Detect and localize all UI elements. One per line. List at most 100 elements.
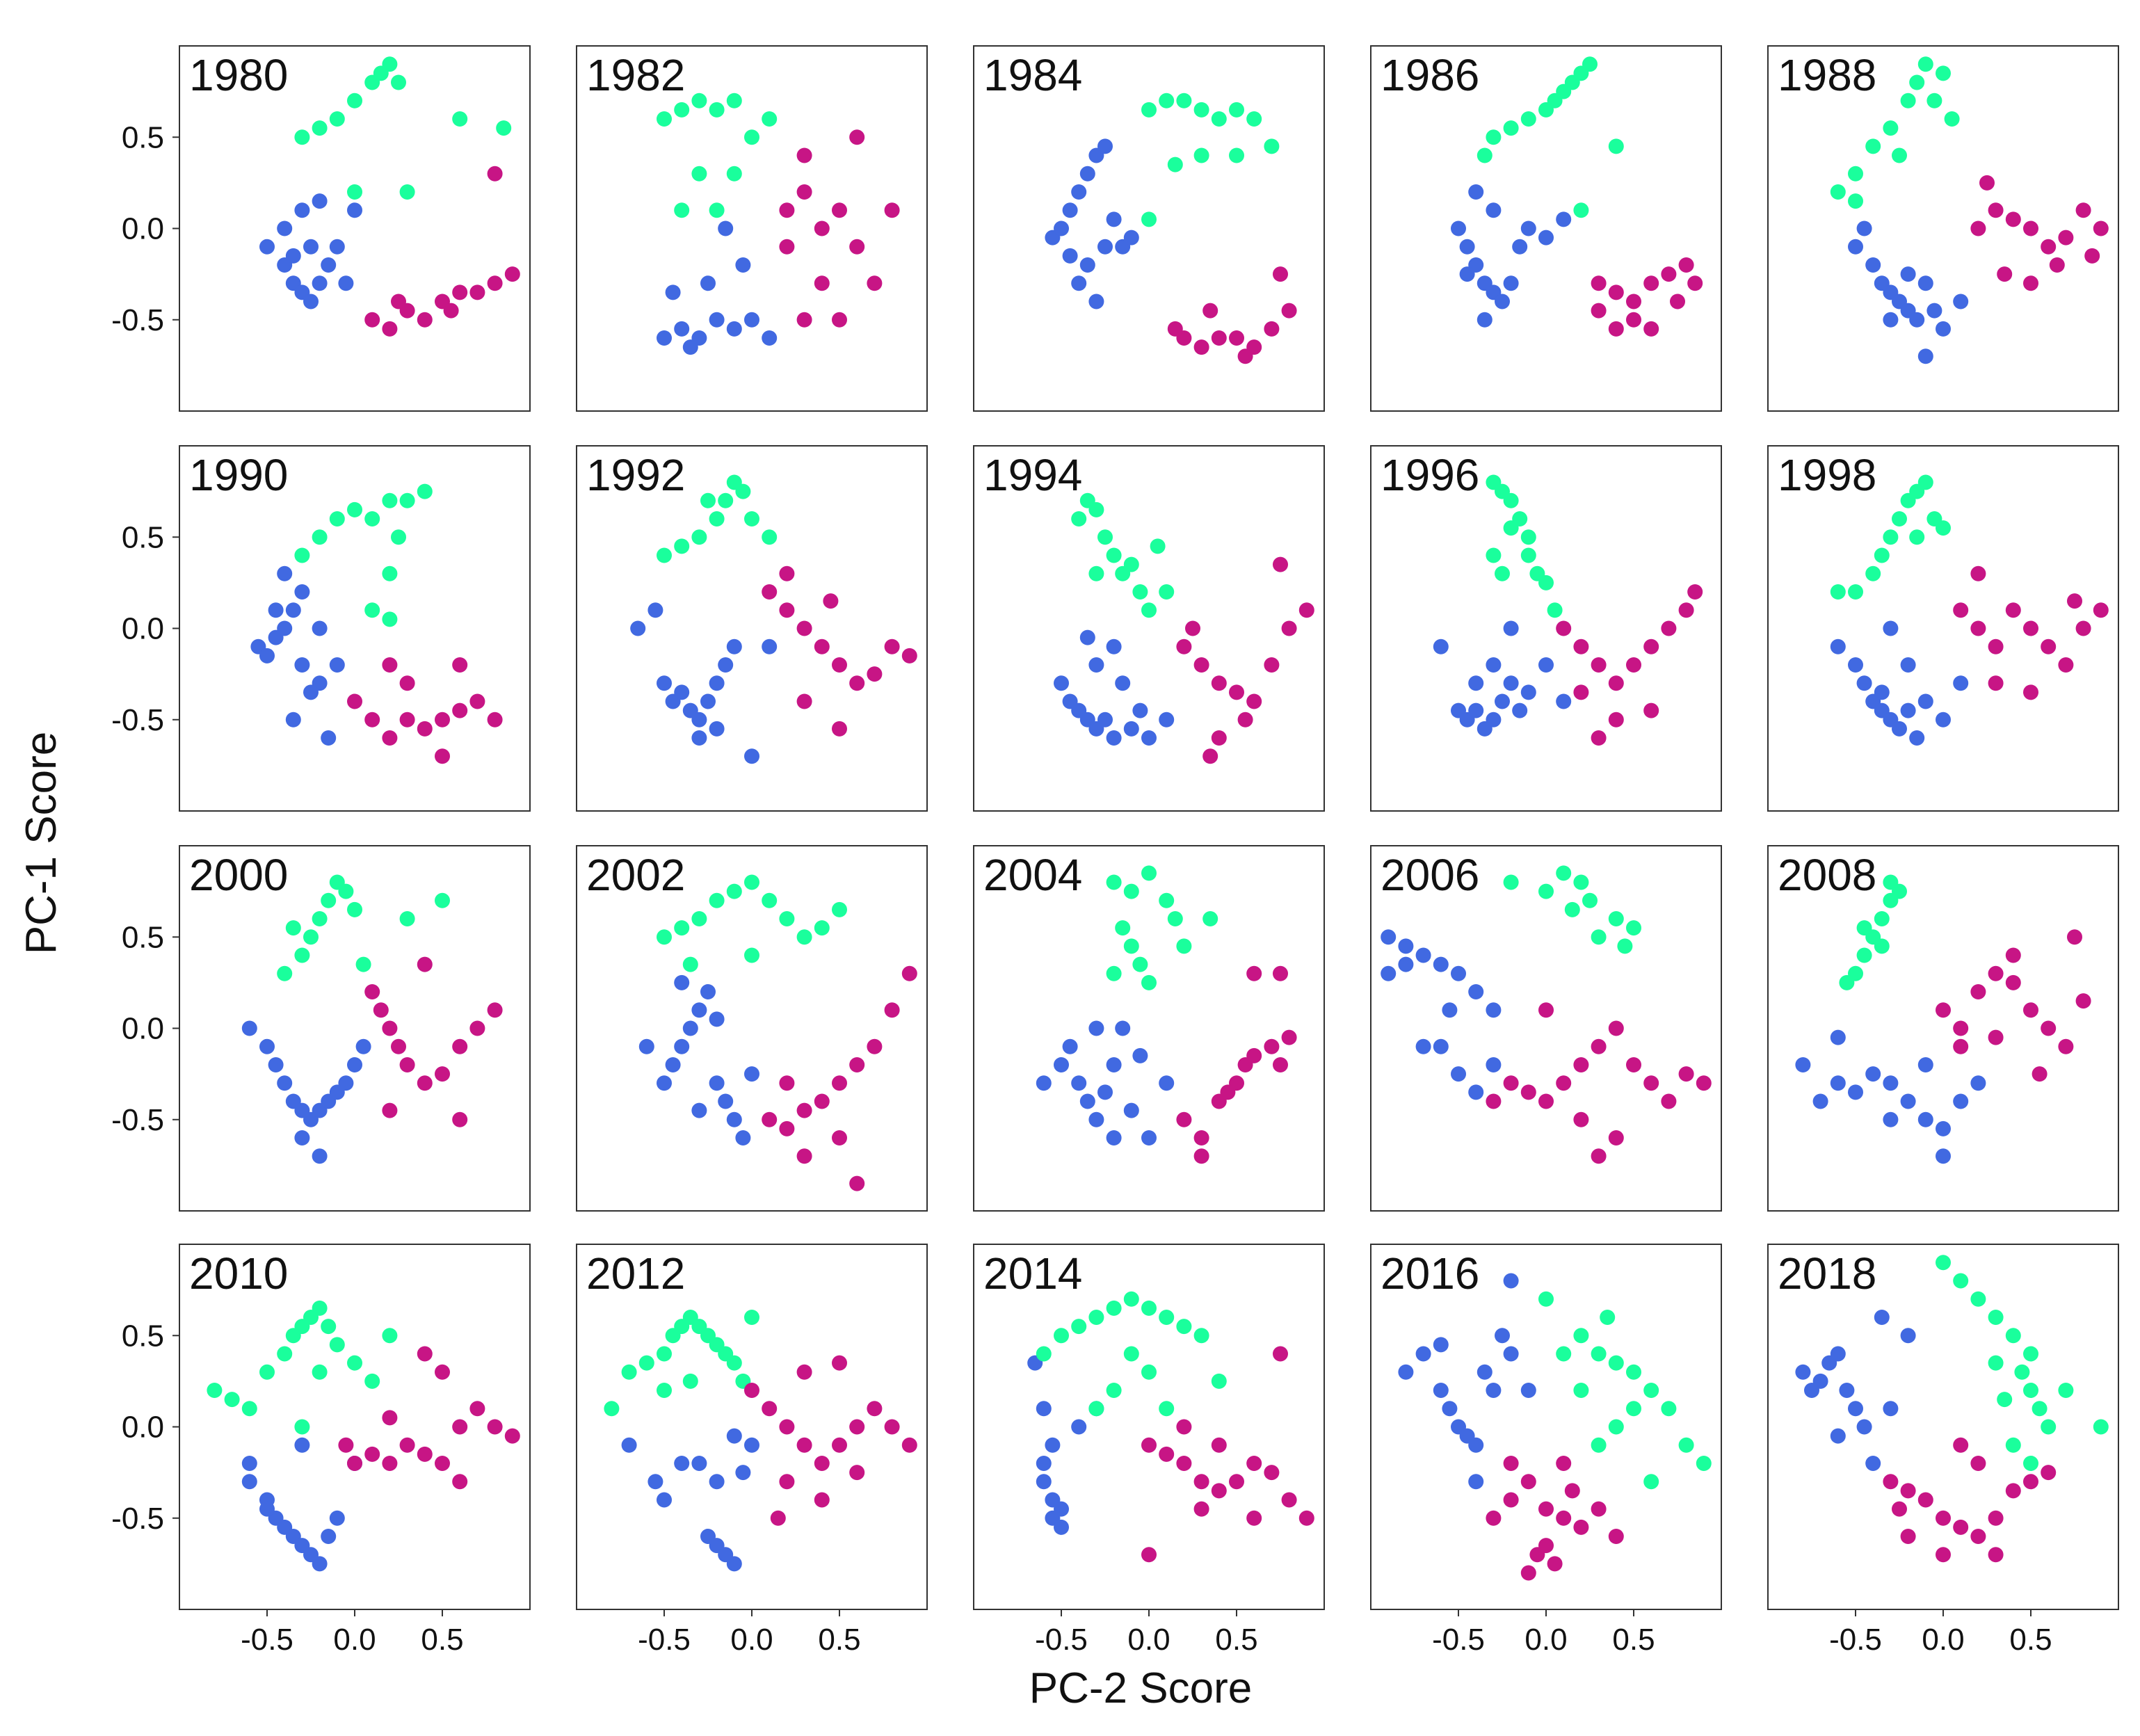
point-magenta xyxy=(1547,1556,1563,1572)
panel-2018: -0.5 0.0 0.5 2018 xyxy=(1767,1244,2119,1657)
point-green xyxy=(1520,111,1536,127)
point-blue xyxy=(1123,230,1139,246)
point-blue xyxy=(1451,220,1466,236)
panel-frame xyxy=(179,1244,531,1610)
point-blue xyxy=(312,1556,328,1572)
point-green xyxy=(1106,1300,1122,1316)
point-green xyxy=(294,947,310,963)
point-magenta xyxy=(796,184,812,200)
point-green xyxy=(1909,74,1925,90)
point-blue xyxy=(1917,1111,1933,1127)
point-blue xyxy=(657,1492,672,1508)
point-green xyxy=(364,602,380,618)
point-blue xyxy=(1917,275,1933,291)
x-tick-label: -0.5 xyxy=(1829,1623,1882,1657)
x-tick-label: 0.5 xyxy=(1612,1623,1655,1657)
y-tick-label: -0.5 xyxy=(111,1103,164,1137)
panel-frame xyxy=(576,845,928,1212)
panel-year-label: 1988 xyxy=(1778,50,1876,100)
point-blue xyxy=(1936,1148,1951,1164)
point-green xyxy=(1123,1291,1139,1307)
point-green xyxy=(1573,1328,1589,1344)
point-blue xyxy=(1141,730,1157,746)
point-magenta xyxy=(1643,702,1659,718)
panel-1996: 1996 xyxy=(1370,445,1722,812)
point-green xyxy=(399,492,415,508)
point-blue xyxy=(647,602,663,618)
point-blue xyxy=(1953,1093,1969,1109)
point-green xyxy=(1167,156,1183,172)
point-green xyxy=(1997,1392,2013,1408)
point-green xyxy=(1159,1401,1175,1417)
point-blue xyxy=(665,284,681,300)
point-green xyxy=(1520,529,1536,545)
point-green xyxy=(347,501,362,517)
point-blue xyxy=(321,730,337,746)
point-green xyxy=(1573,1383,1589,1398)
y-tick-label: 0.5 xyxy=(122,520,164,554)
panel-1992: 1992 xyxy=(576,445,928,812)
panel-year-label: 2004 xyxy=(983,850,1082,900)
point-magenta xyxy=(2041,239,2057,255)
point-green xyxy=(726,1355,742,1371)
point-magenta xyxy=(1273,965,1288,981)
point-blue xyxy=(1097,138,1113,154)
point-blue xyxy=(700,693,716,709)
panel-year-label: 1992 xyxy=(586,450,685,500)
point-blue xyxy=(277,1075,293,1091)
x-tick-label: 0.5 xyxy=(1215,1623,1257,1657)
point-green xyxy=(1054,1328,1069,1344)
point-blue xyxy=(1398,956,1414,972)
point-magenta xyxy=(1917,1492,1933,1508)
point-green xyxy=(1900,93,1916,108)
y-axis-title: PC-1 Score xyxy=(17,732,65,954)
point-green xyxy=(682,956,698,972)
point-magenta xyxy=(2041,1020,2057,1036)
point-green xyxy=(1917,474,1933,490)
panel-year-label: 1998 xyxy=(1778,450,1876,500)
point-blue xyxy=(744,1066,759,1082)
point-blue xyxy=(1917,1057,1933,1072)
point-blue xyxy=(1900,702,1916,718)
point-magenta xyxy=(832,312,847,328)
point-magenta xyxy=(1970,984,1986,999)
point-magenta xyxy=(2075,620,2091,636)
point-green xyxy=(1141,1364,1157,1380)
point-green xyxy=(709,202,725,218)
point-blue xyxy=(1495,693,1510,709)
point-green xyxy=(329,111,345,127)
point-green xyxy=(604,1401,620,1417)
point-magenta xyxy=(1643,1075,1659,1091)
y-tick-label: 0.5 xyxy=(122,1319,164,1353)
panel-year-label: 2018 xyxy=(1778,1248,1876,1299)
point-blue xyxy=(1909,730,1925,746)
point-blue xyxy=(294,202,310,218)
point-magenta xyxy=(1185,620,1200,636)
point-magenta xyxy=(779,239,795,255)
y-tick-label: 0.5 xyxy=(122,120,164,154)
point-green xyxy=(321,1319,337,1335)
point-blue xyxy=(1141,1130,1157,1146)
point-green xyxy=(1036,1346,1052,1362)
point-magenta xyxy=(469,284,485,300)
point-blue xyxy=(1848,1401,1863,1417)
point-blue xyxy=(1415,947,1431,963)
point-green xyxy=(1617,938,1633,954)
point-green xyxy=(1573,874,1589,890)
point-blue xyxy=(1106,730,1122,746)
point-blue xyxy=(1062,202,1078,218)
point-green xyxy=(1071,511,1087,527)
point-magenta xyxy=(796,1437,812,1453)
point-magenta xyxy=(487,1419,503,1435)
point-blue xyxy=(1097,1084,1113,1100)
point-green xyxy=(691,166,707,182)
point-blue xyxy=(674,974,690,990)
point-green xyxy=(294,547,310,563)
point-magenta xyxy=(1608,1130,1624,1146)
point-green xyxy=(1176,93,1192,108)
point-magenta xyxy=(2005,1483,2021,1499)
point-magenta xyxy=(435,712,450,728)
point-magenta xyxy=(1608,1020,1624,1036)
point-green xyxy=(1071,1319,1087,1335)
point-magenta xyxy=(338,1437,354,1453)
